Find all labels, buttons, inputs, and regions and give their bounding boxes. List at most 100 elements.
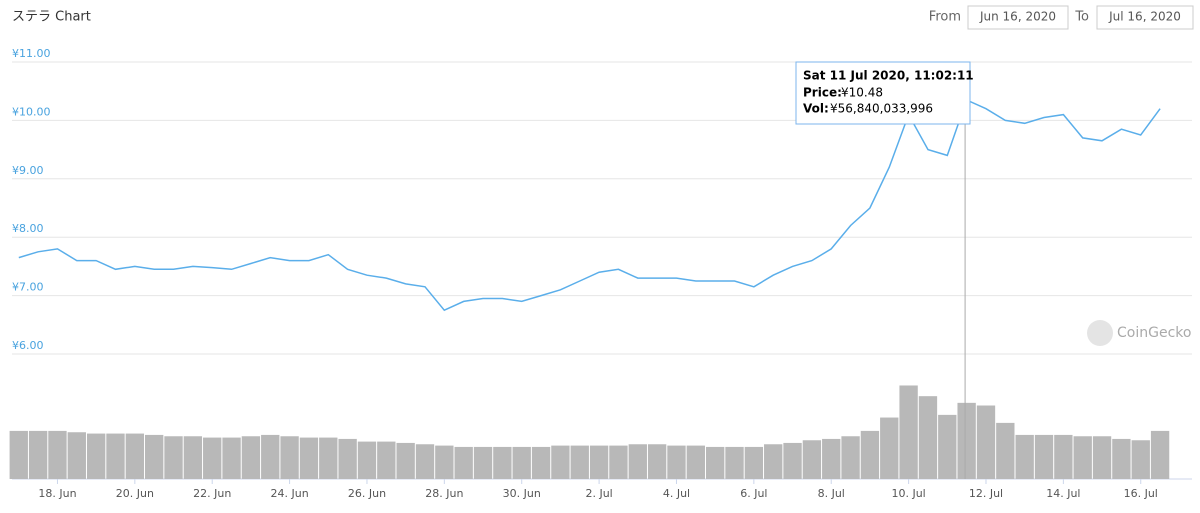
y-tick-label: ¥9.00 <box>12 164 44 177</box>
volume-bar <box>454 446 473 479</box>
tooltip-volume: ¥56,840,033,996 <box>830 102 933 116</box>
tooltip-box <box>795 61 971 125</box>
volume-bar <box>396 442 415 479</box>
volume-bar <box>802 440 822 479</box>
volume-bar <box>1073 436 1092 479</box>
x-tick-label: 10. Jul <box>891 487 925 500</box>
volume-bar <box>686 445 705 479</box>
volume-bar <box>222 437 241 479</box>
from-date[interactable]: Jun 16, 2020 <box>979 10 1056 24</box>
volume-bar <box>86 433 106 479</box>
volume-bar <box>357 441 377 479</box>
y-tick-label: ¥8.00 <box>12 222 44 235</box>
volume-bar <box>1034 434 1054 479</box>
volume-bar <box>1150 430 1170 479</box>
x-tick-label: 30. Jun <box>503 487 541 500</box>
chart-title: ステラ Chart <box>12 10 91 25</box>
x-tick-label: 8. Jul <box>818 487 845 500</box>
volume-bar <box>976 405 996 479</box>
volume-bar <box>241 436 261 479</box>
volume-bar <box>1112 438 1131 479</box>
x-tick-label: 28. Jun <box>425 487 463 500</box>
x-tick-label: 12. Jul <box>969 487 1003 500</box>
x-tick-label: 2. Jul <box>585 487 612 500</box>
volume-bar <box>744 446 764 479</box>
x-tick-label: 20. Jun <box>116 487 154 500</box>
volume-bar <box>1092 436 1112 479</box>
x-tick-label: 6. Jul <box>740 487 767 500</box>
volume-bar <box>841 436 860 479</box>
volume-bar <box>299 437 319 479</box>
volume-bar <box>67 432 86 479</box>
volume-bar <box>48 430 67 479</box>
volume-bar <box>435 445 454 479</box>
volume-bar <box>377 441 396 479</box>
from-label: From <box>929 10 961 25</box>
volume-bar <box>551 445 570 479</box>
y-tick-label: ¥6.00 <box>12 339 44 352</box>
volume-bar <box>589 445 609 479</box>
x-tick-label: 18. Jun <box>38 487 76 500</box>
tooltip-price-caption: Price: <box>803 86 842 100</box>
volume-bar <box>899 385 918 479</box>
x-tick-label: 22. Jun <box>193 487 231 500</box>
volume-bar <box>145 434 164 479</box>
tooltip-volume-caption: Vol: <box>803 102 829 116</box>
x-tick-label: 16. Jul <box>1124 487 1158 500</box>
volume-bar <box>319 437 338 479</box>
plot: ¥6.00 ¥7.00 ¥8.00 ¥9.00 ¥10.00 ¥11.00 18. Jun 2… <box>9 47 1192 500</box>
x-tick-label: 26. Jun <box>348 487 386 500</box>
volume-bar <box>512 446 531 479</box>
volume-bar <box>860 430 880 479</box>
volume-bar <box>280 436 299 479</box>
x-tick-label: 14. Jul <box>1046 487 1080 500</box>
volume-bar <box>725 446 744 479</box>
to-input[interactable] <box>1096 5 1194 30</box>
volume-bar <box>415 444 435 479</box>
volume-bar <box>125 433 145 479</box>
volume-bar <box>705 446 725 479</box>
volume-bar <box>647 444 667 479</box>
volume-bar <box>9 430 28 479</box>
y-tick-label: ¥11.00 <box>12 47 51 60</box>
to-label: To <box>1074 10 1089 25</box>
volume-bar <box>28 430 48 479</box>
volume-bar <box>1054 434 1073 479</box>
y-tick-label: ¥10.00 <box>12 105 51 118</box>
volume-bar <box>570 445 589 479</box>
volume-bar <box>628 444 647 479</box>
volume-bar <box>918 396 938 479</box>
y-tick-label: ¥7.00 <box>12 281 44 294</box>
volume-bar <box>822 438 841 479</box>
volume-bar <box>473 446 493 479</box>
volume-bar <box>667 445 686 479</box>
volume-bar <box>609 445 628 479</box>
volume-bar <box>203 437 222 479</box>
volume-bar <box>957 402 976 479</box>
volume-bar <box>1015 434 1034 479</box>
to-date[interactable]: Jul 16, 2020 <box>1108 10 1181 24</box>
volume-bar <box>531 446 551 479</box>
from-input[interactable] <box>967 5 1069 30</box>
volume-bar <box>783 442 802 479</box>
tooltip-title: Sat 11 Jul 2020, 11:02:11 <box>803 69 974 83</box>
volume-bar <box>1131 440 1150 479</box>
volume-bar <box>106 433 125 479</box>
price-line <box>18 98 1161 312</box>
volume-bar <box>338 438 357 479</box>
x-tick-label: 24. Jun <box>270 487 308 500</box>
tooltip-price: ¥10.48 <box>841 86 883 100</box>
volume-bar <box>764 444 783 479</box>
volume-bar <box>261 434 280 479</box>
volume-bar <box>164 436 183 479</box>
logo <box>1087 320 1113 346</box>
volume-bar <box>996 422 1015 479</box>
tooltip: Sat 11 Jul 2020, 11:02:11 Price: ¥10.48 … <box>795 61 974 125</box>
volume-bar <box>493 446 512 479</box>
volume-bar <box>183 436 203 479</box>
x-tick-label: 4. Jul <box>663 487 690 500</box>
watermark: CoinGecko <box>1117 325 1191 341</box>
